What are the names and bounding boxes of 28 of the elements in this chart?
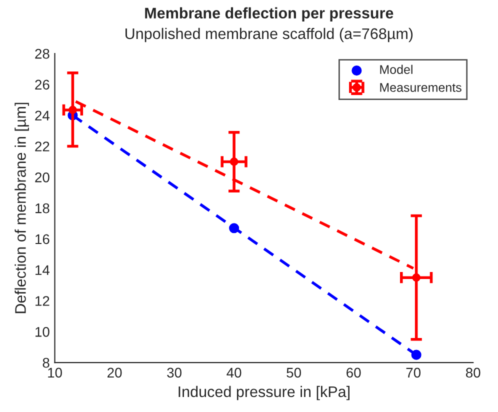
y-tick-label: 14 xyxy=(36,265,50,275)
y-tick-label: 22 xyxy=(35,142,50,152)
x-tick-label: 20 xyxy=(108,368,122,378)
chart-title: Membrane deflection per pressure xyxy=(145,7,394,22)
legend-label: Model xyxy=(380,64,412,74)
x-tick-label: 70 xyxy=(406,368,421,378)
y-axis-title: Deflection of membrane in [µm] xyxy=(14,102,29,314)
y-tick-label: 26 xyxy=(35,80,50,90)
y-tick-label: 18 xyxy=(36,203,50,214)
x-tick-label: 50 xyxy=(286,368,301,378)
y-tick-label: 28 xyxy=(35,48,50,59)
y-tick-label: 12 xyxy=(36,296,50,306)
x-tick-label: 80 xyxy=(466,368,480,378)
legend-label: Measurements xyxy=(380,83,462,92)
y-tick-label: 16 xyxy=(36,234,50,244)
x-tick-label: 60 xyxy=(346,368,361,378)
point xyxy=(68,106,77,114)
y-tick-label: 24 xyxy=(35,110,50,120)
y-tick-label: 8 xyxy=(42,358,50,368)
x-tick-label: 10 xyxy=(48,368,62,378)
point xyxy=(412,273,420,282)
y-tick-label: 10 xyxy=(36,326,50,337)
x-tick-label: 30 xyxy=(167,368,182,378)
y-tick-label: 20 xyxy=(35,172,50,182)
x-tick-label: 40 xyxy=(226,368,242,378)
x-axis-title: Induced pressure in [kPa] xyxy=(178,386,350,400)
point xyxy=(230,158,238,166)
chart-subtitle: Unpolished membrane scaffold (a=768µm) xyxy=(126,28,413,42)
